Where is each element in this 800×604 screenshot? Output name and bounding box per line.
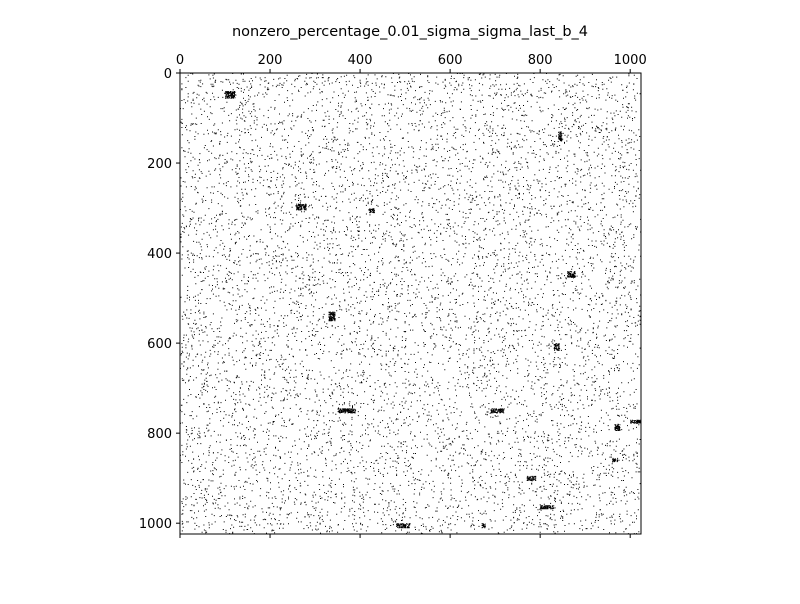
x-tick-label-600: 600 — [438, 53, 463, 68]
y-tick-label-200: 200 — [147, 157, 172, 172]
x-axis: 0 200 400 600 800 1000 — [176, 53, 647, 538]
dense-cluster-9 — [540, 505, 555, 510]
chart-title: nonzero_percentage_0.01_sigma_sigma_last… — [231, 24, 589, 40]
nonzero-entries — [180, 73, 642, 535]
dense-cluster-6 — [614, 424, 621, 431]
dense-cluster-11 — [481, 523, 486, 529]
dense-cluster-2 — [369, 208, 375, 214]
dense-cluster-7 — [612, 457, 619, 463]
nonzero-markers — [180, 73, 642, 535]
x-tick-label-400: 400 — [348, 53, 373, 68]
dense-cluster-14 — [558, 131, 563, 142]
x-tick-label-1000: 1000 — [614, 53, 647, 68]
dense-cluster-1 — [296, 203, 307, 211]
dense-cluster-4 — [490, 408, 505, 414]
y-tick-label-0: 0 — [164, 67, 172, 82]
y-tick-label-400: 400 — [147, 247, 172, 262]
dense-cluster-10 — [396, 523, 411, 529]
y-tick-label-1000: 1000 — [139, 517, 172, 532]
dense-cluster-12 — [553, 343, 560, 351]
dense-cluster-13 — [567, 271, 576, 278]
y-axis: 0 200 400 600 800 1000 — [139, 67, 180, 532]
x-tick-label-800: 800 — [528, 53, 553, 68]
x-tick-label-200: 200 — [258, 53, 283, 68]
y-tick-label-600: 600 — [147, 337, 172, 352]
dense-cluster-15 — [328, 311, 336, 322]
x-tick-label-0: 0 — [176, 53, 184, 68]
dense-cluster-3 — [337, 408, 357, 414]
dense-cluster-8 — [526, 475, 537, 481]
y-tick-label-800: 800 — [147, 427, 172, 442]
dense-cluster-0 — [225, 91, 236, 99]
dense-cluster-5 — [630, 419, 642, 424]
plot-frame — [179, 72, 642, 535]
